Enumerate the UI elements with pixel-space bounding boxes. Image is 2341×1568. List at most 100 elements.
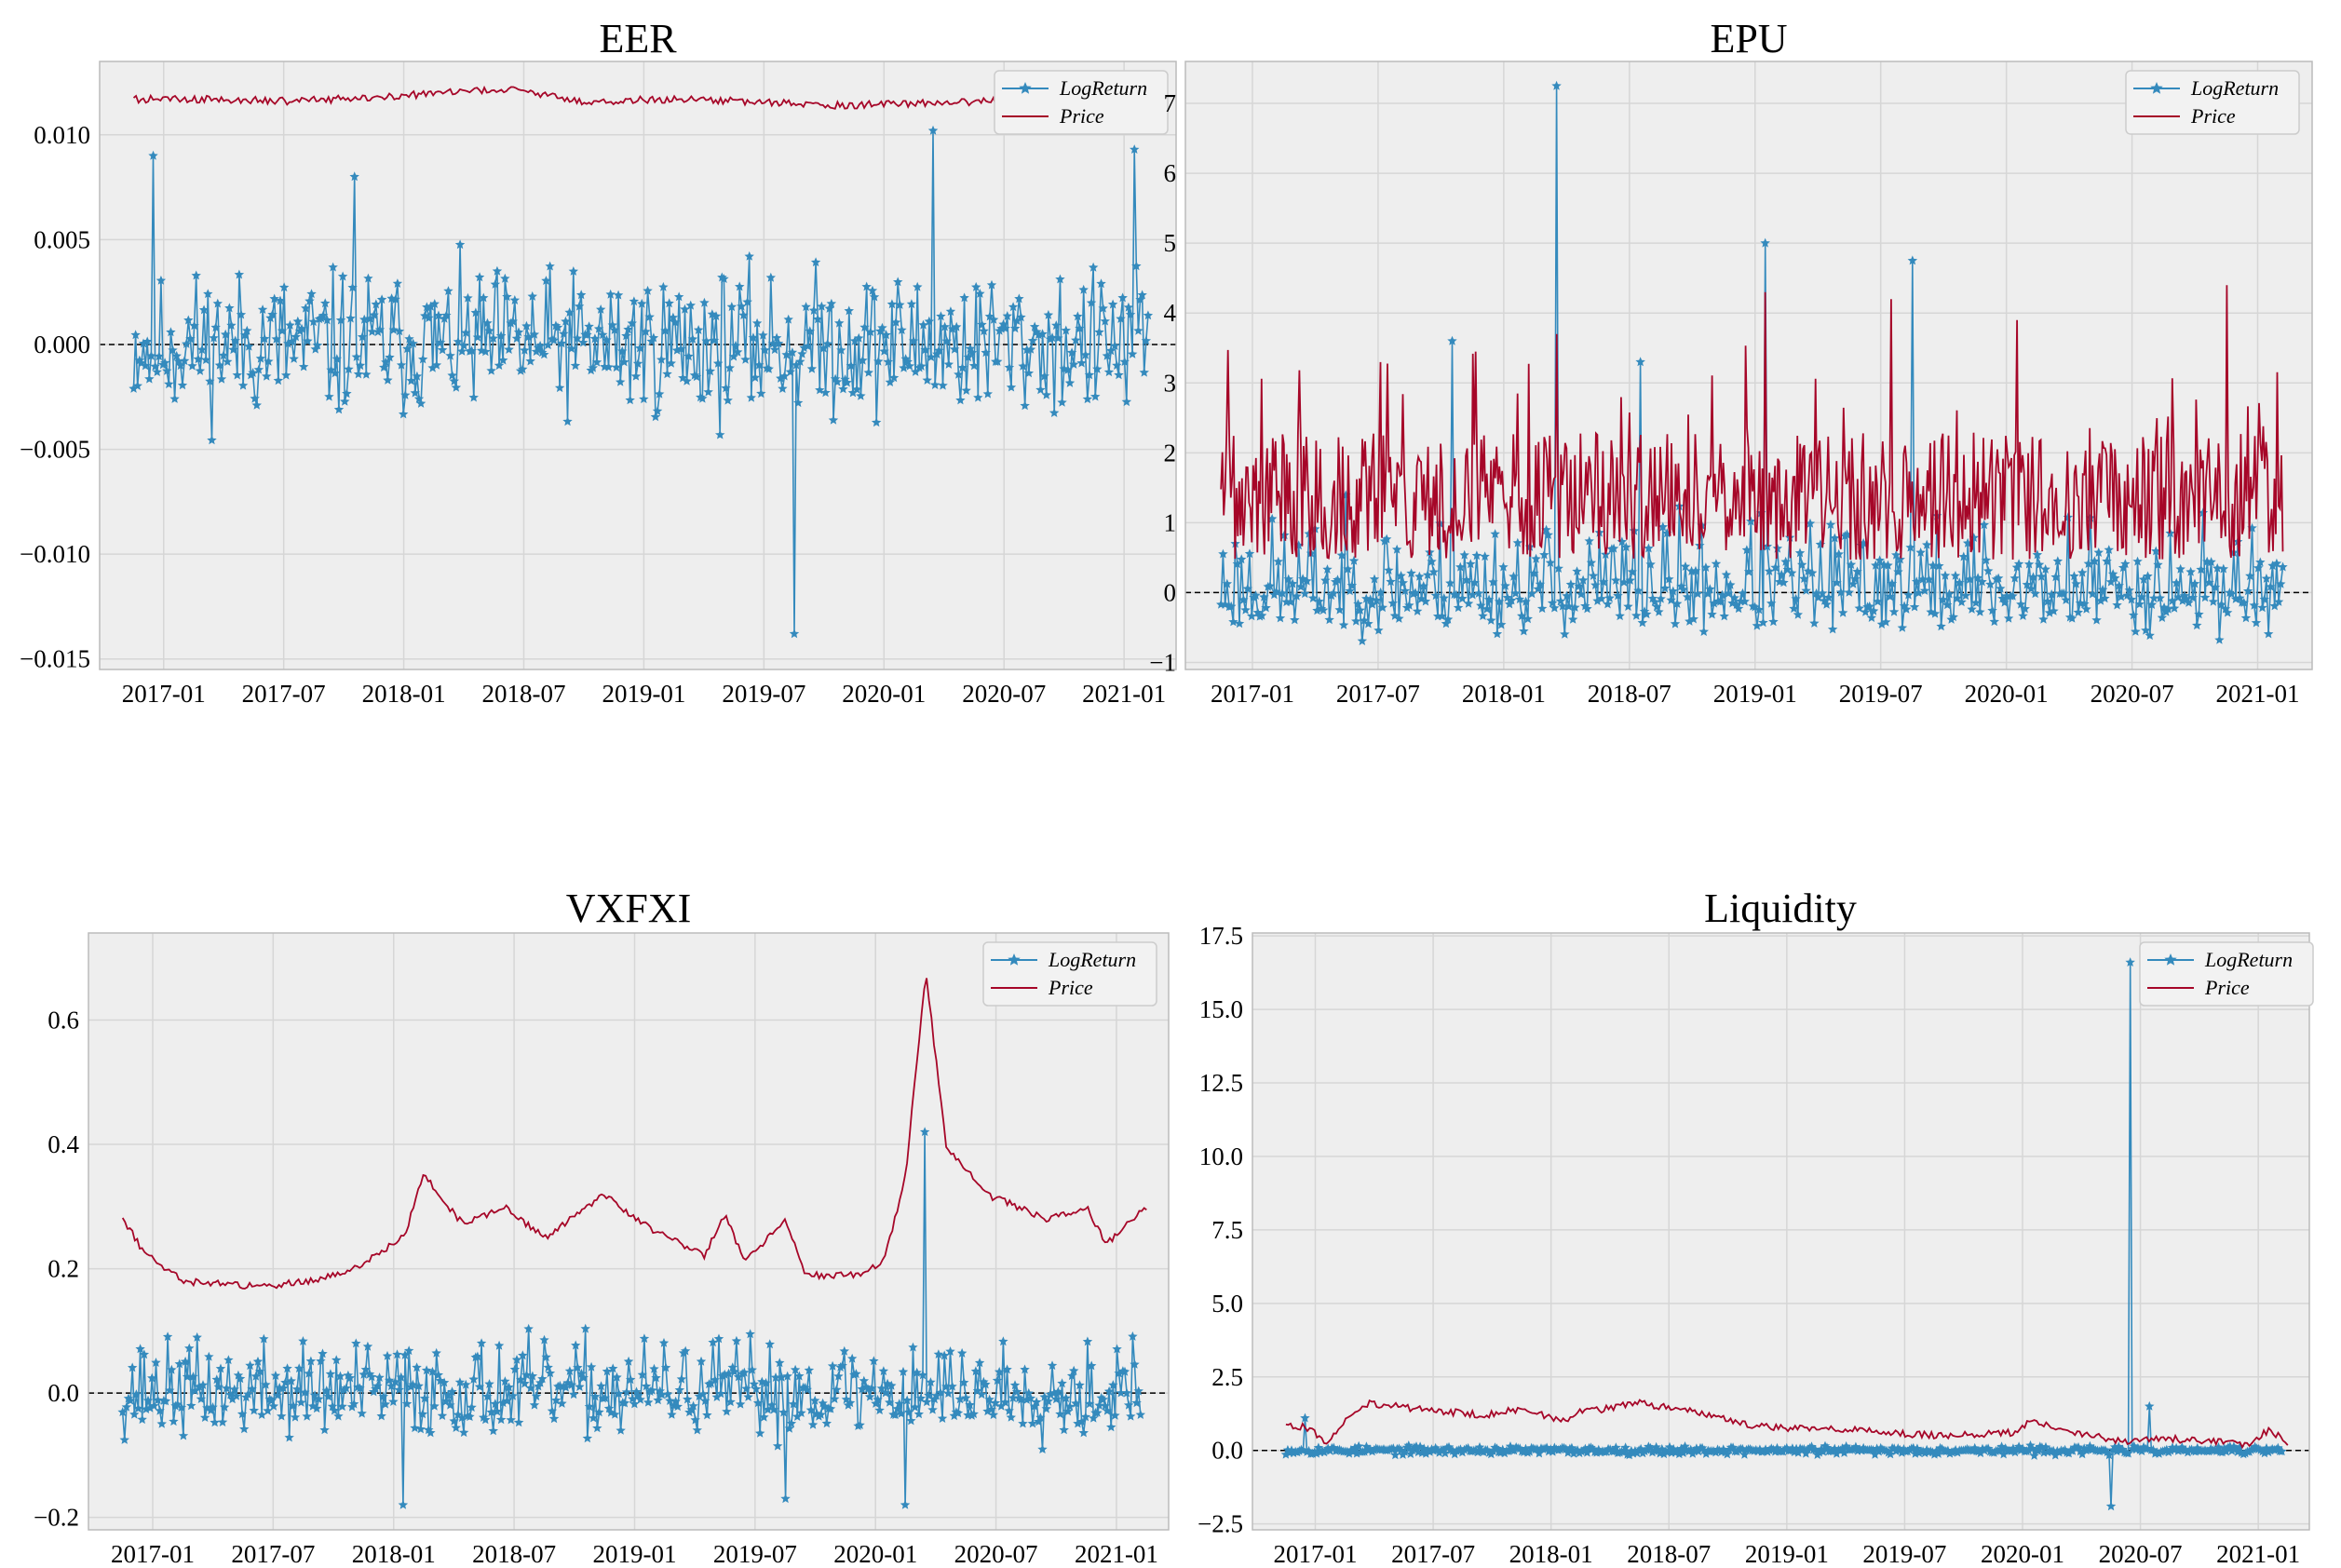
logreturn-point	[1000, 1397, 1010, 1407]
logreturn-point	[1469, 577, 1480, 588]
logreturn-point	[518, 1350, 528, 1360]
logreturn-point	[445, 350, 455, 360]
logreturn-point	[498, 1398, 508, 1408]
logreturn-point	[229, 1384, 239, 1394]
logreturn-point	[1336, 550, 1347, 560]
logreturn-point	[2008, 590, 2018, 601]
logreturn-point	[248, 368, 258, 377]
logreturn-point	[249, 1405, 259, 1415]
logreturn-point	[994, 1367, 1005, 1376]
logreturn-point	[1705, 584, 1715, 594]
logreturn-point	[856, 390, 866, 400]
logreturn-point	[1567, 614, 1578, 624]
logreturn-point	[541, 1352, 551, 1362]
logreturn-point	[676, 344, 686, 354]
x-tick-label: 2021-01	[2216, 680, 2300, 708]
logreturn-point	[963, 352, 973, 362]
logreturn-point	[1135, 294, 1145, 304]
logreturn-point	[1234, 618, 1245, 629]
logreturn-point	[390, 1376, 400, 1386]
logreturn-point	[1105, 345, 1116, 356]
logreturn-point	[780, 1494, 791, 1504]
logreturn-point	[2210, 582, 2221, 592]
logreturn-point	[259, 1333, 269, 1344]
logreturn-point	[168, 345, 178, 355]
logreturn-point	[1873, 596, 1883, 606]
logreturn-point	[1818, 1446, 1829, 1456]
legend-logreturn-star	[1019, 82, 1032, 94]
logreturn-point	[883, 357, 893, 367]
logreturn-point	[1108, 1380, 1118, 1390]
logreturn-point	[1940, 570, 1951, 580]
y-tick-label: −0.2	[34, 1504, 79, 1532]
logreturn-point	[237, 1409, 248, 1419]
logreturn-point	[308, 317, 318, 327]
logreturn-point	[142, 336, 153, 346]
logreturn-point	[1061, 1393, 1071, 1403]
logreturn-point	[1791, 593, 1801, 603]
y-tick-label: 0.0	[1211, 1437, 1243, 1465]
logreturn-point	[527, 1371, 538, 1381]
logreturn-point	[468, 1373, 479, 1384]
logreturn-point	[394, 1385, 404, 1395]
logreturn-point	[972, 1386, 983, 1396]
logreturn-point	[1893, 566, 1903, 576]
logreturn-point	[953, 1408, 964, 1418]
logreturn-point	[1428, 566, 1439, 576]
logreturn-point	[230, 335, 240, 345]
logreturn-point	[1086, 1360, 1097, 1371]
logreturn-point	[988, 1410, 999, 1420]
logreturn-point	[724, 1368, 734, 1378]
logreturn-point	[443, 1389, 453, 1399]
logreturn-point	[421, 1365, 432, 1375]
logreturn-point	[801, 302, 811, 312]
logreturn-point	[1752, 620, 1763, 630]
logreturn-point	[2052, 556, 2064, 566]
logreturn-point	[945, 1346, 955, 1356]
logreturn-point	[1613, 590, 1623, 601]
logreturn-point	[188, 1372, 198, 1382]
logreturn-point	[626, 1374, 636, 1385]
logreturn-point	[359, 1369, 369, 1379]
logreturn-point	[1937, 1443, 1947, 1453]
logreturn-point	[2259, 594, 2269, 604]
logreturn-point	[943, 1388, 954, 1398]
logreturn-point	[1004, 362, 1015, 372]
x-tick-label: 2018-01	[352, 1540, 436, 1568]
legend: LogReturn Price	[982, 941, 1157, 1007]
logreturn-point	[2206, 557, 2216, 567]
logreturn-point	[607, 319, 617, 330]
logreturn-point	[589, 333, 601, 344]
logreturn-point	[382, 1350, 393, 1360]
logreturn-point	[2033, 1445, 2043, 1455]
logreturn-point	[231, 1390, 241, 1400]
logreturn-point	[784, 1423, 794, 1433]
logreturn-point	[927, 125, 939, 135]
logreturn-point	[837, 1360, 847, 1371]
logreturn-point	[486, 365, 496, 375]
logreturn-point	[1035, 385, 1046, 395]
logreturn-point	[337, 271, 348, 281]
x-tick-label: 2021-01	[2216, 1540, 2300, 1568]
logreturn-point	[1883, 560, 1893, 570]
logreturn-point	[1320, 575, 1331, 585]
logreturn-point	[504, 345, 514, 354]
legend-price-label: Price	[1059, 104, 1104, 128]
logreturn-point	[782, 1371, 792, 1381]
logreturn-point	[1958, 551, 1969, 561]
logreturn-point	[1333, 574, 1343, 585]
logreturn-point	[639, 394, 649, 404]
logreturn-point	[2105, 1501, 2117, 1511]
logreturn-point	[728, 351, 739, 361]
logreturn-point	[2077, 567, 2088, 577]
logreturn-point	[1500, 580, 1510, 590]
logreturn-point	[278, 282, 290, 292]
logreturn-point	[467, 345, 477, 356]
logreturn-point	[639, 1333, 650, 1344]
logreturn-point	[886, 1380, 897, 1390]
logreturn-point	[992, 1375, 1003, 1386]
logreturn-point	[653, 1395, 663, 1405]
logreturn-point	[825, 1403, 836, 1413]
logreturn-point	[1086, 297, 1097, 307]
logreturn-point	[1975, 606, 1985, 616]
